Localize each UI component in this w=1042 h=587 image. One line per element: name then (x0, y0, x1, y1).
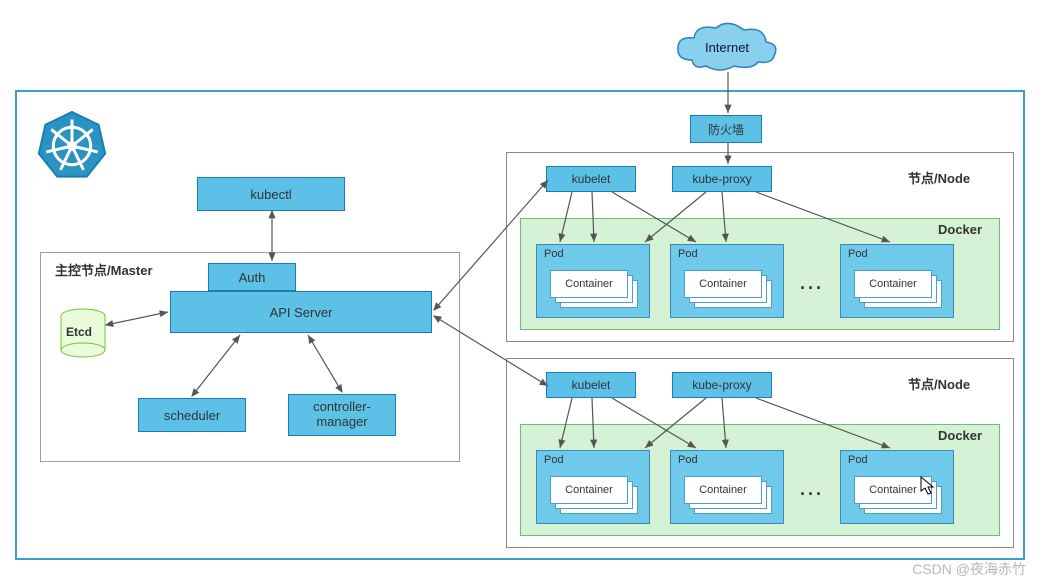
kubeproxy1-box: kube-proxy (672, 166, 772, 192)
kubelet2-box: kubelet (546, 372, 636, 398)
node1-pod1-label: Pod (678, 248, 698, 260)
node1-title: 节点/Node (908, 168, 970, 187)
node2-dots: ··· (800, 484, 824, 505)
controller-manager-box: controller-manager (288, 394, 396, 436)
kubectl-box: kubectl (197, 177, 345, 211)
node1-dots: ··· (800, 278, 824, 299)
etcd-label: Etcd (66, 325, 92, 339)
docker2-label: Docker (938, 428, 982, 443)
node2-pod1-container0: Container (684, 476, 762, 504)
node1-pod0-container0: Container (550, 270, 628, 298)
kubelet1-box: kubelet (546, 166, 636, 192)
node1-pod2-label: Pod (848, 248, 868, 260)
master-title: 主控节点/Master (55, 260, 153, 279)
scheduler-box: scheduler (138, 398, 246, 432)
node2-pod0-label: Pod (544, 454, 564, 466)
internet-cloud-icon: Internet (672, 20, 782, 72)
svg-text:Internet: Internet (705, 40, 749, 55)
node2-pod0-container0: Container (550, 476, 628, 504)
docker1-label: Docker (938, 222, 982, 237)
node1-pod1-container0: Container (684, 270, 762, 298)
auth-box: Auth (208, 263, 296, 291)
firewall-box: 防火墙 (690, 115, 762, 143)
node1-pod0-label: Pod (544, 248, 564, 260)
node2-pod2-label: Pod (848, 454, 868, 466)
api-server-box: API Server (170, 291, 432, 333)
kubeproxy2-box: kube-proxy (672, 372, 772, 398)
watermark-text: CSDN @夜海赤竹 (912, 559, 1026, 579)
node2-pod1-label: Pod (678, 454, 698, 466)
node1-pod2-container0: Container (854, 270, 932, 298)
node2-title: 节点/Node (908, 374, 970, 393)
cursor-icon (920, 476, 938, 499)
